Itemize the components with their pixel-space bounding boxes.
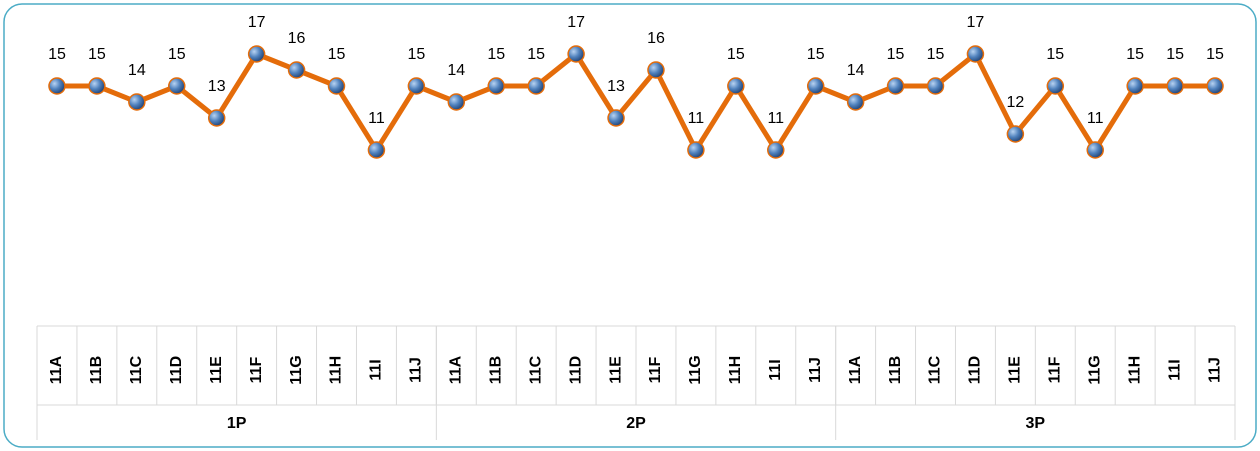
x-tick-label: 11E (607, 356, 624, 384)
data-label: 15 (727, 46, 745, 63)
x-tick-label: 11I (368, 359, 385, 380)
data-label: 15 (407, 46, 425, 63)
x-tick-label: 11D (168, 356, 185, 384)
data-point (287, 61, 306, 79)
data-point (1086, 141, 1104, 159)
x-tick-label: 11E (208, 356, 225, 384)
data-point (327, 77, 346, 95)
x-tick-label: 11F (1047, 356, 1064, 383)
data-point (527, 77, 545, 95)
data-point (48, 77, 66, 95)
data-label: 13 (208, 78, 226, 95)
data-point (447, 93, 466, 111)
data-label: 17 (967, 14, 985, 31)
x-tick-label: 11C (527, 355, 544, 384)
series-line (56, 51, 1216, 153)
x-tick-label: 11H (1126, 356, 1143, 384)
x-tick-label: 11G (288, 355, 305, 384)
x-tick-label: 11H (727, 356, 744, 384)
x-tick-label: 11I (1166, 359, 1183, 380)
data-point (247, 45, 266, 63)
data-point (846, 93, 865, 111)
data-label: 11 (688, 110, 705, 127)
data-label: 15 (887, 46, 905, 63)
data-label: 14 (847, 62, 865, 79)
data-label: 15 (88, 46, 106, 63)
x-tick-label: 11J (1206, 357, 1223, 383)
data-point (168, 77, 186, 95)
data-point (687, 141, 705, 159)
data-label: 14 (447, 62, 465, 79)
data-label: 15 (1166, 46, 1184, 63)
data-label: 15 (1206, 46, 1224, 63)
x-tick-label: 11A (48, 355, 65, 384)
x-tick-label: 11C (128, 355, 145, 384)
data-label: 15 (527, 46, 545, 63)
data-label: 15 (48, 46, 66, 63)
chart-border (3, 3, 1257, 448)
data-label: 15 (1046, 46, 1064, 63)
x-tick-label: 11J (807, 357, 824, 383)
data-label: 12 (1006, 94, 1024, 111)
data-point (88, 77, 106, 95)
x-tick-label: 11J (408, 357, 425, 383)
x-tick-label: 11C (927, 355, 944, 384)
x-tick-label: 11B (487, 356, 504, 384)
x-tick-label: 11F (248, 356, 265, 383)
data-label: 15 (328, 46, 346, 63)
data-point (207, 109, 226, 127)
x-tick-label: 11E (1007, 356, 1024, 384)
data-point (647, 61, 665, 79)
data-point (487, 77, 505, 95)
x-tick-label: 11F (647, 356, 664, 383)
data-point (607, 109, 625, 127)
data-point (1046, 77, 1065, 95)
data-point (1206, 77, 1224, 95)
group-label: 2P (626, 415, 646, 432)
data-point (727, 77, 745, 95)
x-tick-label: 11A (847, 355, 864, 384)
data-point (1006, 125, 1025, 143)
x-tick-label: 11A (448, 355, 465, 384)
data-label: 15 (168, 46, 186, 63)
data-point (1126, 77, 1144, 95)
x-tick-label: 11H (328, 356, 345, 384)
x-tick-label: 11D (567, 356, 584, 384)
data-label: 17 (248, 14, 266, 31)
data-point (806, 77, 825, 95)
data-label: 17 (567, 14, 585, 31)
data-point (128, 93, 146, 111)
group-label: 3P (1026, 415, 1046, 432)
data-label: 11 (368, 110, 385, 127)
data-point (407, 77, 426, 95)
x-tick-label: 11B (88, 356, 105, 384)
x-tick-label: 11B (887, 356, 904, 384)
data-label: 15 (927, 46, 945, 63)
data-label: 13 (607, 78, 625, 95)
data-label: 15 (807, 46, 825, 63)
data-label: 16 (647, 30, 665, 47)
x-tick-label: 11G (687, 355, 704, 384)
data-point (966, 45, 985, 63)
data-label: 14 (128, 62, 146, 79)
data-point (886, 77, 905, 95)
data-label: 11 (767, 110, 784, 127)
x-tick-label: 11I (767, 359, 784, 380)
data-point (367, 141, 386, 159)
data-label: 16 (288, 30, 306, 47)
data-label: 15 (1126, 46, 1144, 63)
x-tick-label: 11G (1086, 355, 1103, 384)
data-label: 11 (1087, 110, 1104, 127)
data-point (1166, 77, 1184, 95)
group-label: 1P (227, 415, 247, 432)
data-point (567, 45, 585, 63)
x-tick-label: 11D (967, 356, 984, 384)
data-point (926, 77, 945, 95)
data-point (767, 141, 785, 159)
data-label: 15 (487, 46, 505, 63)
